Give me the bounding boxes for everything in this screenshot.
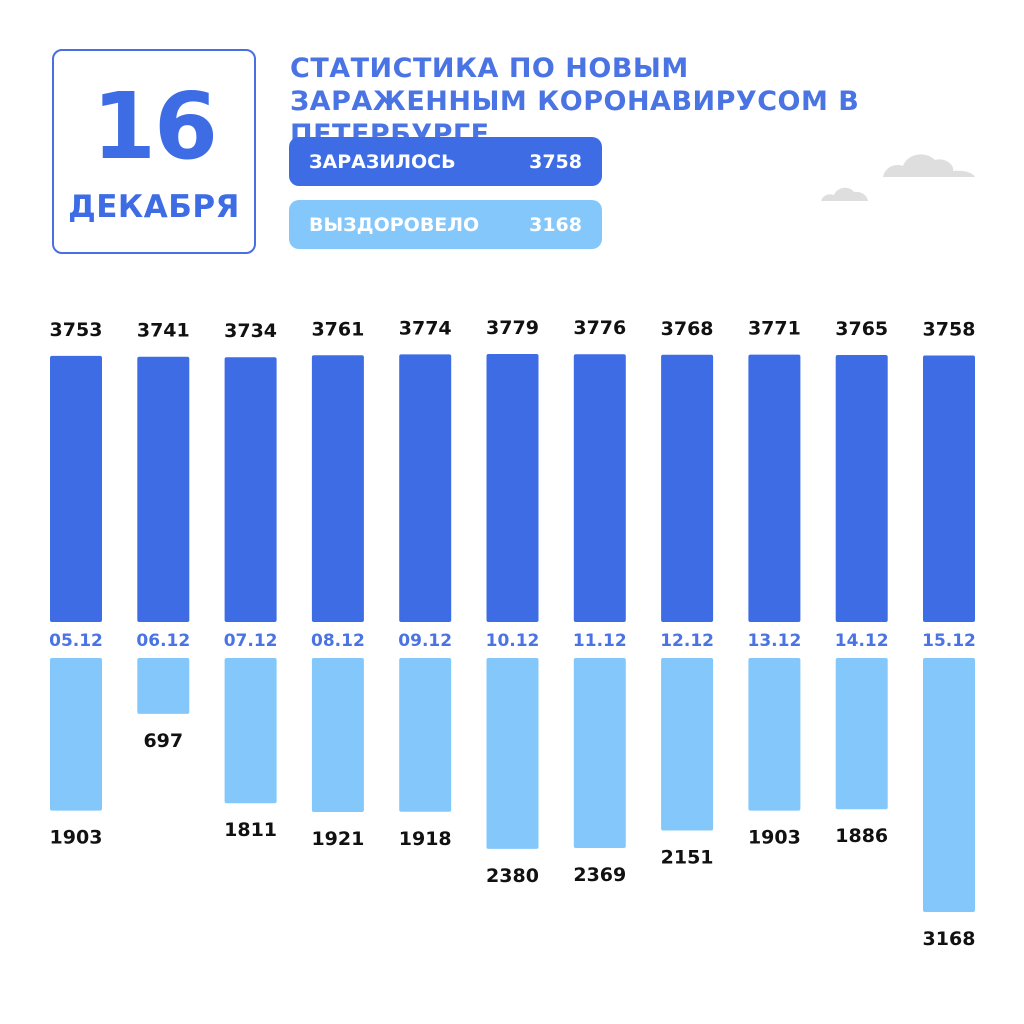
infected-bar — [486, 354, 539, 622]
infected-bar — [835, 354, 888, 622]
infected-value-label: 3761 — [311, 318, 364, 340]
recovered-bar — [923, 658, 975, 912]
date-tick-label: 06.12 — [136, 631, 190, 651]
date-day: 16 — [91, 73, 218, 180]
infected-bar — [748, 354, 801, 622]
recovered-series: 1903 697 1811 1921 1918 2380 2369 2151 1903 1886 3… — [50, 658, 976, 950]
cloud-small-icon — [821, 187, 868, 201]
infected-label: ЗАРАЗИЛОСЬ — [309, 150, 456, 173]
date-tick-label: 05.12 — [49, 631, 103, 651]
date-tick-label: 07.12 — [224, 631, 278, 651]
infected-bar — [50, 355, 102, 622]
infected-bar — [661, 354, 714, 622]
recovered-label: ВЫЗДОРОВЕЛО — [309, 213, 480, 236]
recovered-bar — [748, 658, 801, 811]
infected-value-label: 3779 — [486, 317, 539, 339]
recovered-value-label: 697 — [143, 730, 183, 752]
recovered-value: 3168 — [529, 213, 582, 236]
recovered-bar — [573, 658, 626, 848]
infected-bar — [311, 355, 364, 622]
recovered-bar — [50, 658, 102, 811]
recovered-summary: ВЫЗДОРОВЕЛО 3168 — [289, 200, 602, 249]
infected-value: 3758 — [529, 150, 582, 173]
recovered-bar — [399, 658, 452, 812]
recovered-bar — [137, 658, 190, 714]
recovered-value-label: 1918 — [399, 828, 452, 850]
date-tick-label: 10.12 — [486, 631, 540, 651]
clouds-decoration — [821, 154, 975, 201]
infected-value-label: 3774 — [399, 317, 452, 339]
recovered-value-label: 1903 — [748, 827, 801, 849]
recovered-value-label: 1921 — [311, 828, 364, 850]
date-tick-label: 11.12 — [573, 631, 627, 651]
infected-value-label: 3765 — [835, 318, 888, 340]
infected-value-label: 3741 — [137, 320, 190, 342]
infected-bar — [224, 357, 277, 622]
recovered-bar — [224, 658, 277, 804]
x-axis-labels: 05.12 06.12 07.12 08.12 09.12 10.12 11.12 12.12… — [49, 631, 976, 651]
date-tick-label: 14.12 — [835, 631, 889, 651]
recovered-value-label: 2369 — [573, 864, 626, 886]
infected-bar — [923, 355, 975, 622]
recovered-value-label: 2380 — [486, 865, 539, 887]
date-box: 16 ДЕКАБРЯ — [52, 49, 256, 254]
recovered-value-label: 2151 — [661, 846, 714, 868]
infected-value-label: 3753 — [50, 319, 103, 341]
date-tick-label: 08.12 — [311, 631, 365, 651]
recovered-bar — [311, 658, 364, 813]
recovered-bar — [486, 658, 539, 849]
cloud-large-icon — [883, 154, 975, 177]
recovered-value-label: 1903 — [50, 827, 103, 849]
infected-value-label: 3758 — [923, 318, 976, 340]
infected-bar — [573, 354, 626, 622]
infected-value-label: 3776 — [573, 317, 626, 339]
date-tick-label: 09.12 — [398, 631, 452, 651]
infected-bar — [399, 354, 452, 622]
page-title: СТАТИСТИКА ПО НОВЫМ ЗАРАЖЕННЫМ КОРОНАВИР… — [290, 53, 860, 150]
recovered-value-label: 3168 — [923, 928, 976, 950]
date-tick-label: 13.12 — [748, 631, 802, 651]
recovered-value-label: 1886 — [835, 825, 888, 847]
infected-series: 3753 3741 3734 3761 3774 3779 3776 3768 3771 3765… — [50, 317, 976, 622]
date-month: ДЕКАБРЯ — [68, 189, 240, 225]
infected-value-label: 3768 — [661, 318, 714, 340]
recovered-bar — [661, 658, 714, 831]
date-tick-label: 12.12 — [660, 631, 714, 651]
infected-value-label: 3771 — [748, 318, 801, 340]
infected-value-label: 3734 — [224, 320, 277, 342]
date-tick-label: 15.12 — [922, 631, 976, 651]
infected-bar — [137, 356, 190, 622]
recovered-value-label: 1811 — [224, 819, 277, 841]
infected-summary: ЗАРАЗИЛОСЬ 3758 — [289, 137, 602, 186]
recovered-bar — [835, 658, 888, 810]
